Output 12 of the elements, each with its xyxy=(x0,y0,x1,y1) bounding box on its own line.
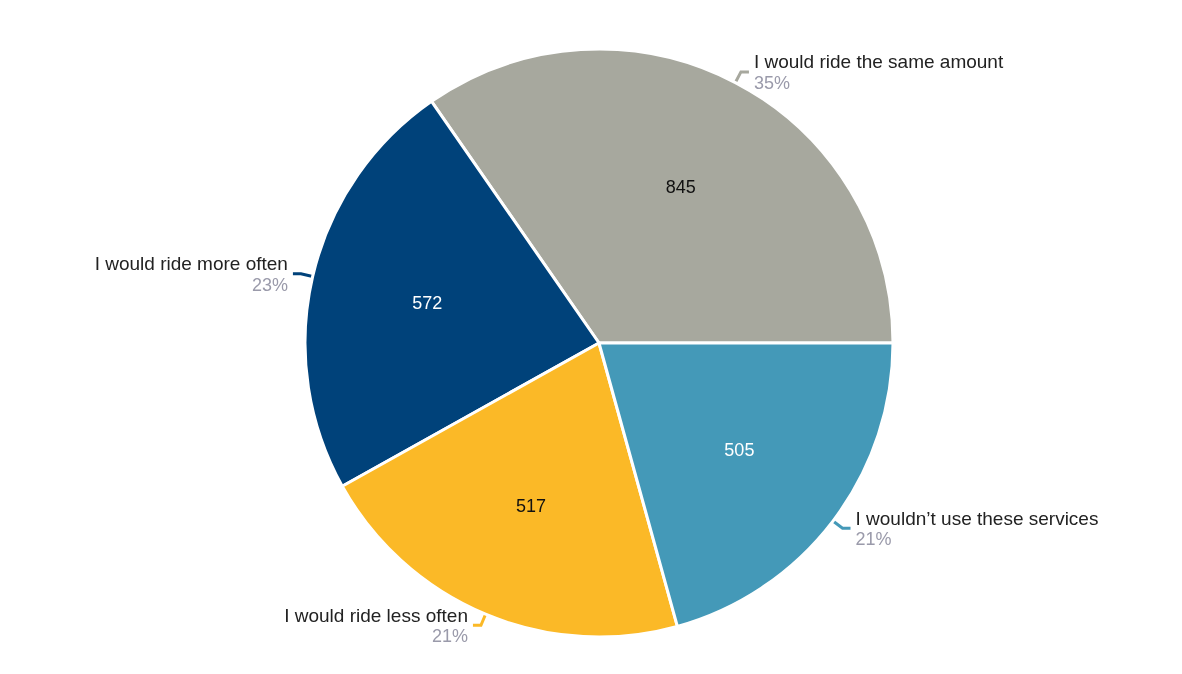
text: 21% xyxy=(855,529,892,550)
data-label: 517 xyxy=(515,495,546,516)
text: 35% xyxy=(753,72,790,93)
slice-label: I would ride less often xyxy=(284,604,468,626)
slice-label: I would ride more often xyxy=(94,253,288,275)
slice-label: I wouldn’t use these services xyxy=(855,507,1099,529)
slice-label: I would ride the same amount xyxy=(753,51,1004,73)
text: 21% xyxy=(431,626,468,647)
text: 23% xyxy=(251,274,288,295)
data-label: 845 xyxy=(665,176,696,197)
data-label: 572 xyxy=(412,293,443,314)
data-label: 505 xyxy=(724,439,755,460)
